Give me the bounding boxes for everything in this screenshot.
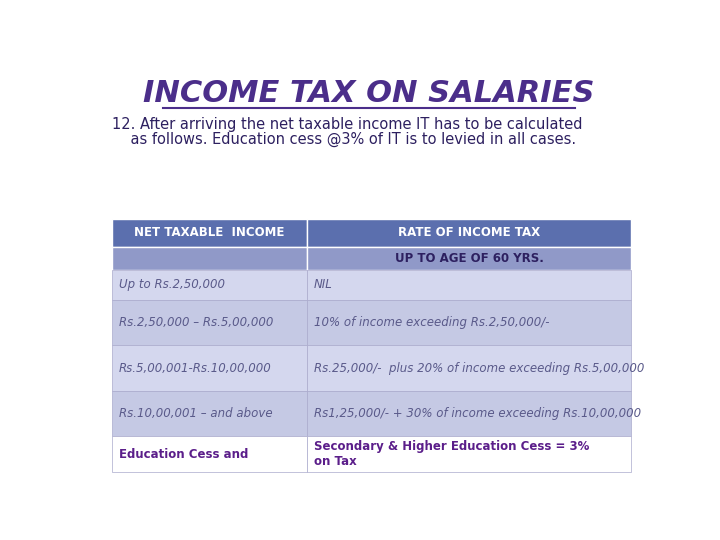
FancyBboxPatch shape — [112, 391, 307, 436]
Text: NET TAXABLE  INCOME: NET TAXABLE INCOME — [135, 226, 285, 239]
Text: as follows. Education cess @3% of IT is to levied in all cases.: as follows. Education cess @3% of IT is … — [112, 132, 577, 147]
Text: Rs.10,00,001 – and above: Rs.10,00,001 – and above — [119, 407, 273, 420]
Text: UP TO AGE OF 60 YRS.: UP TO AGE OF 60 YRS. — [395, 252, 544, 265]
FancyBboxPatch shape — [307, 270, 631, 300]
Text: Up to Rs.2,50,000: Up to Rs.2,50,000 — [119, 279, 225, 292]
FancyBboxPatch shape — [307, 436, 631, 472]
FancyBboxPatch shape — [307, 300, 631, 346]
FancyBboxPatch shape — [307, 219, 631, 247]
FancyBboxPatch shape — [112, 219, 307, 247]
Text: Rs.5,00,001-Rs.10,00,000: Rs.5,00,001-Rs.10,00,000 — [119, 362, 271, 375]
Text: 12. After arriving the net taxable income IT has to be calculated: 12. After arriving the net taxable incom… — [112, 117, 582, 132]
FancyBboxPatch shape — [112, 436, 307, 472]
Text: INCOME TAX ON SALARIES: INCOME TAX ON SALARIES — [143, 79, 595, 109]
FancyBboxPatch shape — [112, 247, 307, 270]
Text: Rs.25,000/-  plus 20% of income exceeding Rs.5,00,000: Rs.25,000/- plus 20% of income exceeding… — [314, 362, 644, 375]
FancyBboxPatch shape — [112, 270, 307, 300]
Text: NIL: NIL — [314, 279, 333, 292]
Text: Education Cess and: Education Cess and — [119, 448, 248, 461]
Text: 10% of income exceeding Rs.2,50,000/-: 10% of income exceeding Rs.2,50,000/- — [314, 316, 549, 329]
FancyBboxPatch shape — [307, 346, 631, 391]
FancyBboxPatch shape — [307, 391, 631, 436]
Text: Rs1,25,000/- + 30% of income exceeding Rs.10,00,000: Rs1,25,000/- + 30% of income exceeding R… — [314, 407, 641, 420]
FancyBboxPatch shape — [112, 300, 307, 346]
FancyBboxPatch shape — [307, 247, 631, 270]
Text: Secondary & Higher Education Cess = 3%
on Tax: Secondary & Higher Education Cess = 3% o… — [314, 440, 589, 468]
Text: RATE OF INCOME TAX: RATE OF INCOME TAX — [398, 226, 540, 239]
Text: Rs.2,50,000 – Rs.5,00,000: Rs.2,50,000 – Rs.5,00,000 — [119, 316, 274, 329]
FancyBboxPatch shape — [112, 346, 307, 391]
